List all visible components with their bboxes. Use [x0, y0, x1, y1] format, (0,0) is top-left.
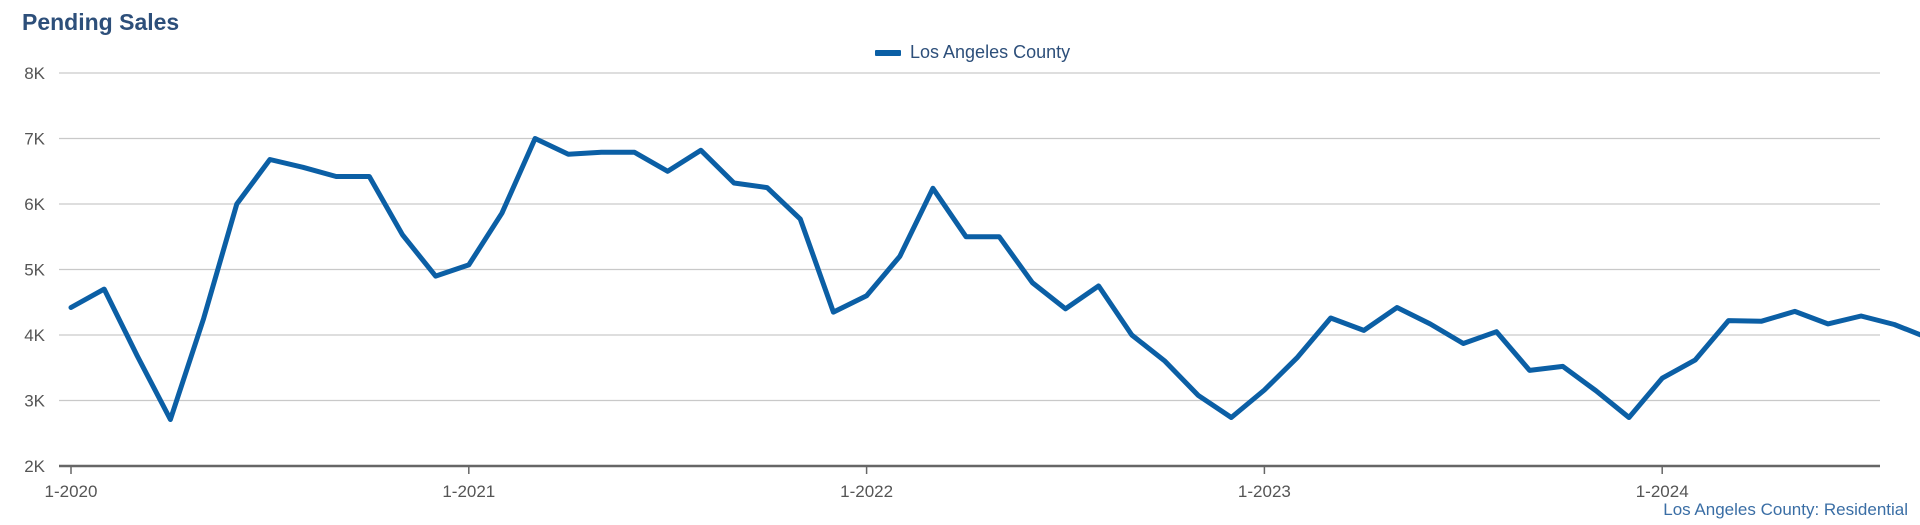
data-point — [566, 152, 570, 156]
data-point — [1693, 358, 1697, 362]
y-tick-label: 4K — [24, 326, 45, 345]
x-tick-label: 1-2022 — [840, 482, 893, 501]
data-point — [997, 235, 1001, 239]
data-point — [599, 150, 603, 154]
data-point — [301, 165, 305, 169]
data-point — [202, 317, 206, 321]
data-point — [666, 169, 670, 173]
data-point — [831, 310, 835, 314]
data-point — [798, 217, 802, 221]
data-point — [102, 287, 106, 291]
legend[interactable]: Los Angeles County — [875, 42, 1070, 63]
data-point — [1196, 393, 1200, 397]
data-point — [168, 417, 172, 421]
data-point — [467, 263, 471, 267]
y-tick-label: 6K — [24, 195, 45, 214]
x-tick-label: 1-2023 — [1238, 482, 1291, 501]
data-point — [898, 254, 902, 258]
data-point — [1494, 330, 1498, 334]
y-tick-label: 7K — [24, 130, 45, 149]
data-point — [1296, 355, 1300, 359]
data-point — [964, 235, 968, 239]
data-point — [931, 186, 935, 190]
legend-swatch — [875, 49, 901, 56]
data-point — [1163, 359, 1167, 363]
data-point — [1660, 376, 1664, 380]
data-point — [1461, 342, 1465, 346]
data-point — [533, 137, 537, 141]
series-line — [68, 136, 1920, 422]
data-point — [633, 150, 637, 154]
legend-label: Los Angeles County — [910, 42, 1071, 62]
data-point — [1561, 364, 1565, 368]
data-point — [1627, 416, 1631, 420]
data-point — [434, 274, 438, 278]
data-point — [1793, 309, 1797, 313]
data-point — [865, 294, 869, 298]
data-point — [1594, 389, 1598, 393]
data-point — [1097, 284, 1101, 288]
data-point — [1262, 388, 1266, 392]
data-point — [1229, 416, 1233, 420]
data-point — [1428, 322, 1432, 326]
data-point — [1064, 307, 1068, 311]
data-point — [1727, 319, 1731, 323]
data-point — [334, 174, 338, 178]
data-point — [765, 186, 769, 190]
data-point — [1859, 314, 1863, 318]
y-tick-label: 2K — [24, 457, 45, 476]
chart-credit: Los Angeles County: Residential — [1663, 500, 1908, 519]
data-point — [1329, 316, 1333, 320]
data-point — [1528, 368, 1532, 372]
data-point — [1826, 322, 1830, 326]
data-point — [69, 305, 73, 309]
data-point — [268, 157, 272, 161]
x-tick-label: 1-2024 — [1636, 482, 1689, 501]
y-tick-label: 5K — [24, 261, 45, 280]
y-tick-label: 8K — [24, 64, 45, 83]
data-point — [500, 211, 504, 215]
y-tick-label: 3K — [24, 392, 45, 411]
data-point — [401, 233, 405, 237]
data-point — [235, 202, 239, 206]
data-point — [135, 354, 139, 358]
x-tick-label: 1-2020 — [45, 482, 98, 501]
x-tick-label: 1-2021 — [442, 482, 495, 501]
data-point — [732, 181, 736, 185]
data-point — [699, 148, 703, 152]
data-point — [1130, 333, 1134, 337]
data-point — [1362, 328, 1366, 332]
data-point — [1892, 323, 1896, 327]
chart-title: Pending Sales — [22, 9, 180, 35]
data-point — [1030, 281, 1034, 285]
data-point — [1760, 319, 1764, 323]
data-point — [1395, 305, 1399, 309]
data-point — [367, 174, 371, 178]
